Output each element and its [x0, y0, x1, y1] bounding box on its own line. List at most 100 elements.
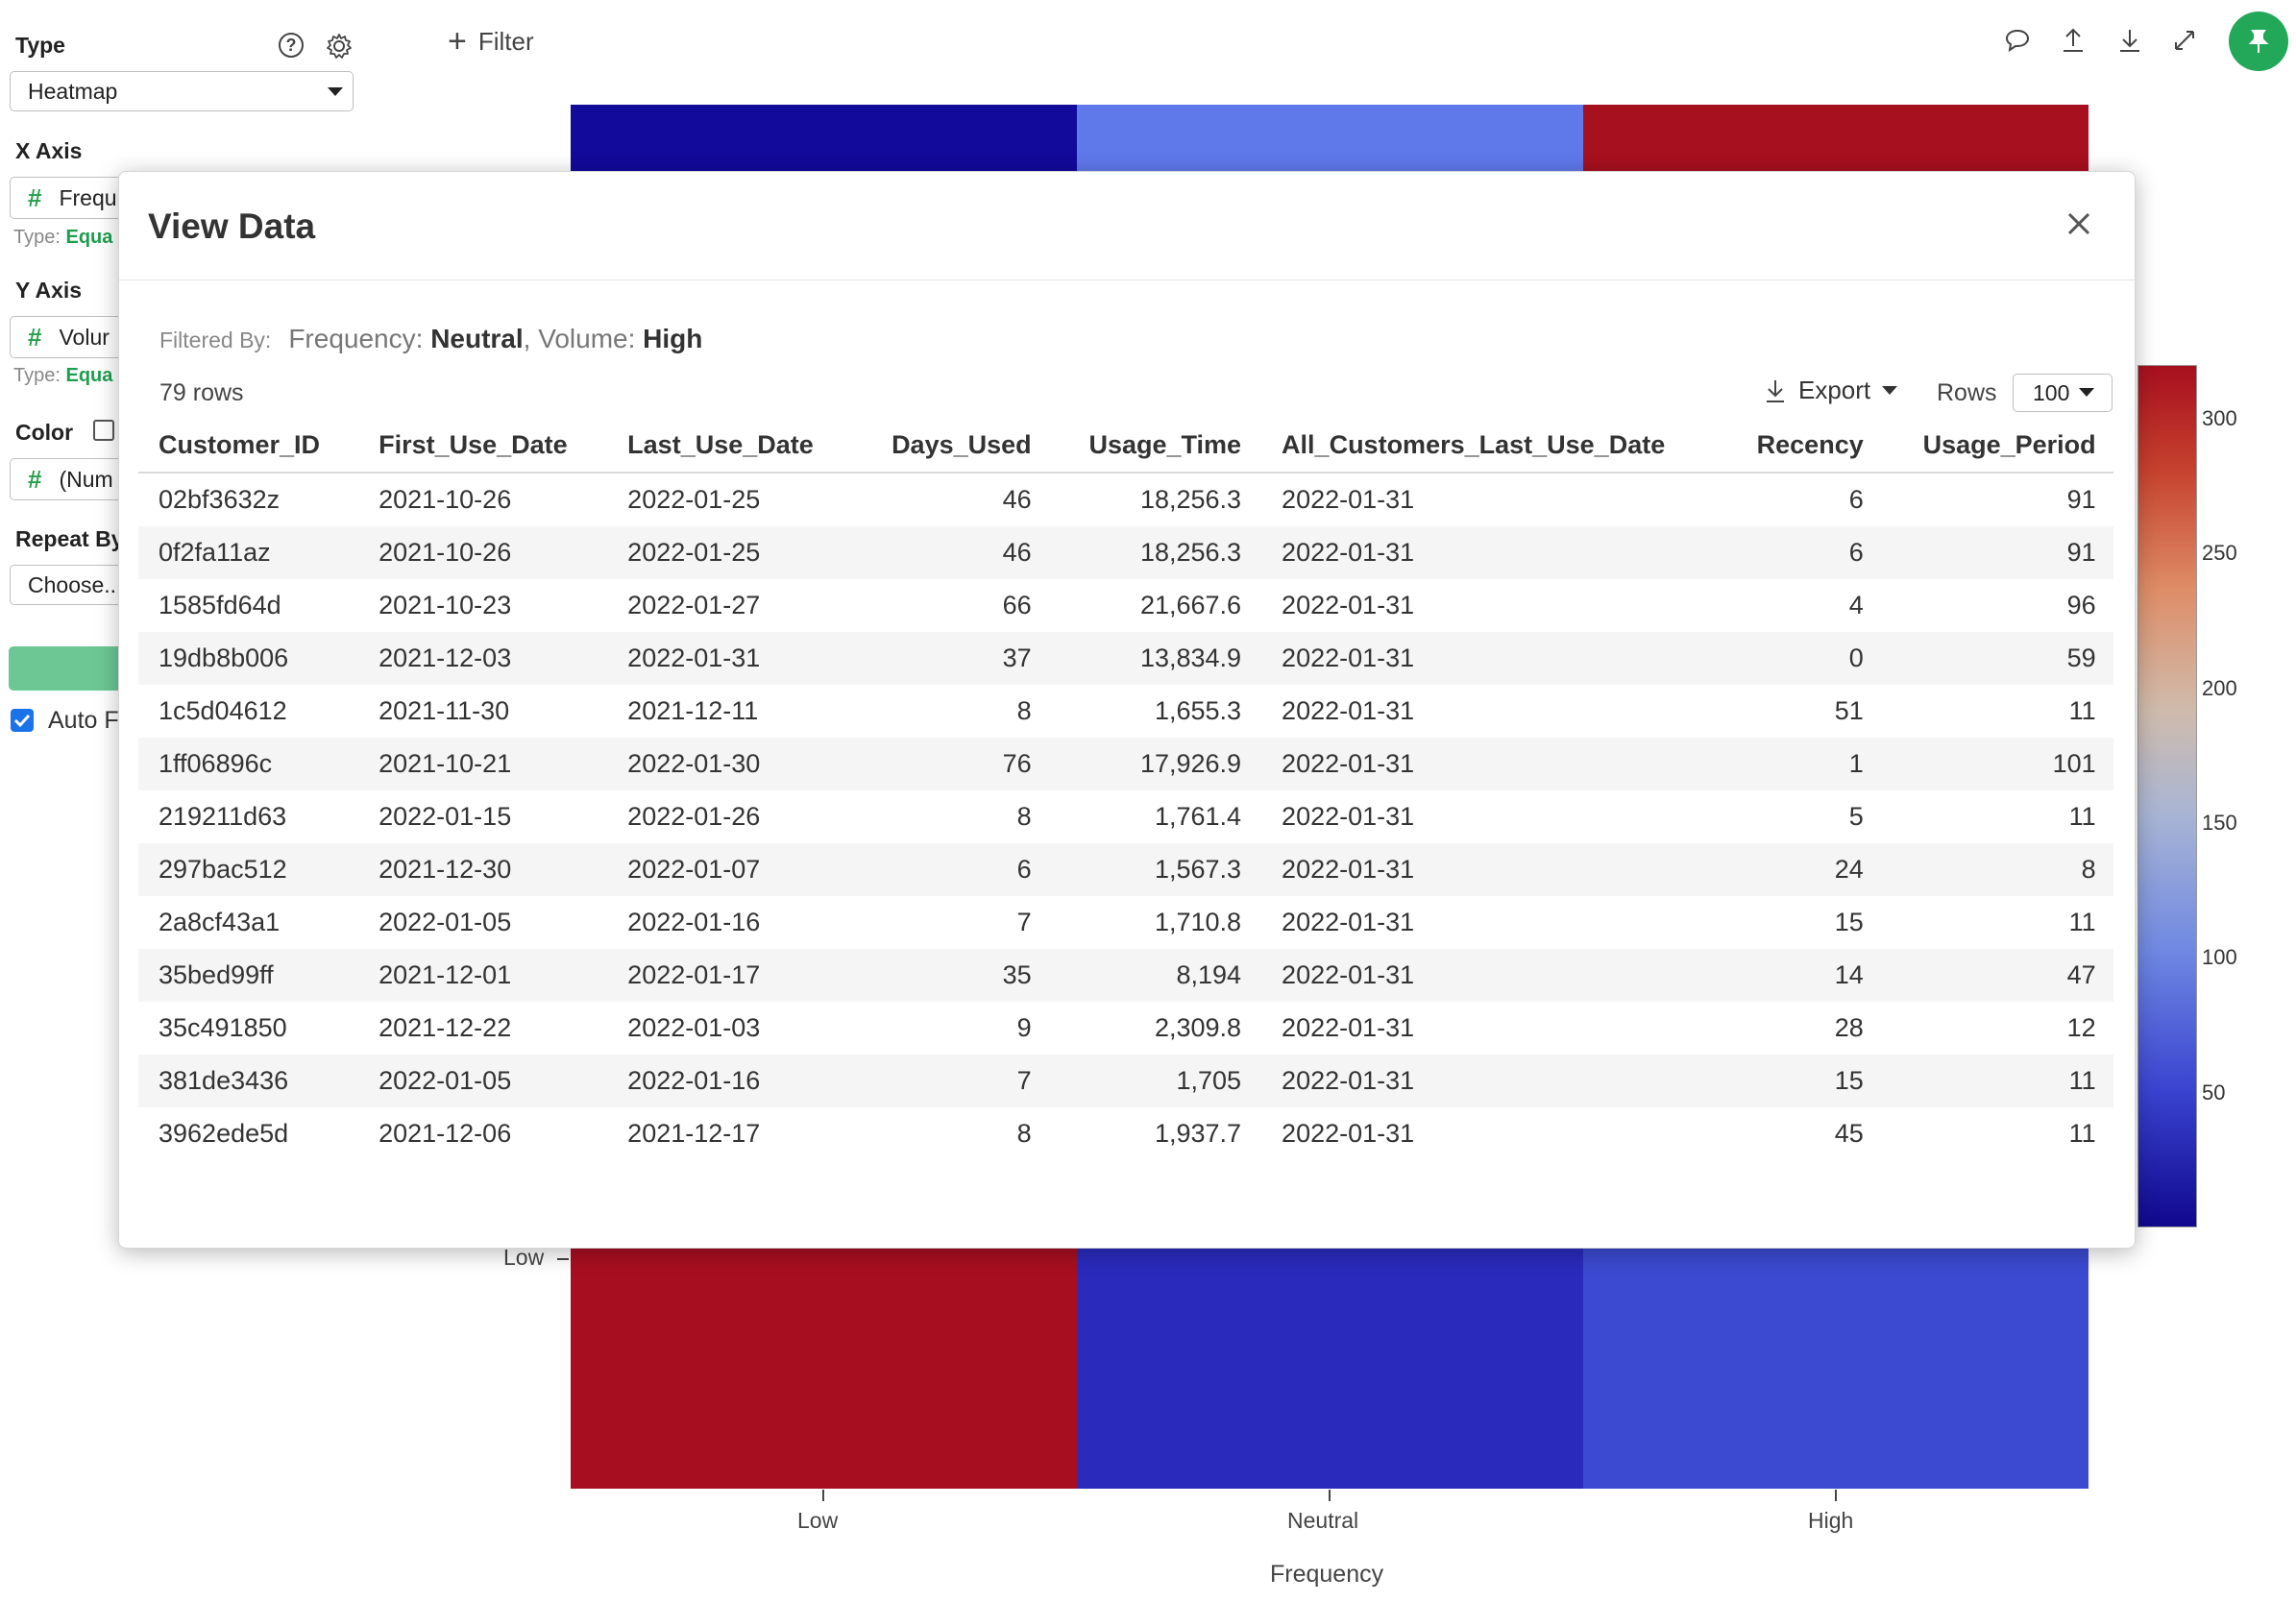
table-cell: 46	[1002, 485, 1032, 514]
table-row: 19db8b006 2021-12-03 2022-01-31 37 13,834.9 2…	[138, 632, 2113, 685]
table-cell: 2021-12-01	[358, 949, 608, 1002]
table-cell: 2021-10-26	[379, 485, 512, 514]
chart-type-select[interactable]: Heatmap	[10, 71, 354, 111]
table-cell: 12	[2066, 1013, 2096, 1042]
table-cell: 35c491850	[159, 1013, 287, 1042]
table-cell: 17,926.9	[1051, 738, 1262, 790]
table-cell: 1ff06896c	[138, 738, 359, 790]
color-scale-tick-label: 50	[2202, 1080, 2226, 1104]
table-cell: 2022-01-25	[607, 526, 857, 579]
table-cell: 59	[1883, 632, 2113, 685]
color-scale-tick-label: 150	[2202, 811, 2237, 836]
table-row: 1c5d04612 2021-11-30 2021-12-11 8 1,655.3 202…	[138, 685, 2113, 738]
expand-icon[interactable]	[2169, 25, 2200, 56]
filter-volume-value: High	[643, 324, 703, 353]
chevron-down-icon	[1882, 386, 1898, 395]
heatmap-cell[interactable]	[1077, 105, 1583, 172]
column-header[interactable]: Customer_ID	[138, 418, 359, 473]
type-label: Type	[15, 33, 65, 58]
table-body: 02bf3632z 2021-10-26 2022-01-25 46 18,256.3 2…	[138, 473, 2113, 1160]
data-table-container[interactable]: Customer_ID First_Use_Date Last_Use_Date Da…	[138, 418, 2113, 1167]
export-button[interactable]: Export	[1764, 376, 1898, 405]
column-header[interactable]: Usage_Time	[1051, 418, 1262, 473]
x-axis-field-value: Frequ	[59, 184, 117, 210]
table-row: 2a8cf43a1 2022-01-05 2022-01-16 7 1,710.8 202…	[138, 896, 2113, 949]
column-header[interactable]: Last_Use_Date	[607, 418, 857, 473]
dialog-title: View Data	[148, 206, 316, 246]
table-cell: 2a8cf43a1	[159, 908, 281, 936]
add-filter-button[interactable]: + Filter	[448, 23, 534, 61]
dialog-divider	[119, 279, 2135, 280]
heatmap-cell[interactable]	[1583, 1247, 2088, 1489]
table-cell: 2022-01-05	[358, 1055, 608, 1107]
column-header[interactable]: Days_Used	[856, 418, 1052, 473]
x-axis-type-value[interactable]: Equa	[65, 227, 113, 248]
download-icon[interactable]	[2114, 25, 2145, 56]
table-cell: 2022-01-26	[627, 802, 761, 831]
column-header[interactable]: Usage_Period	[1883, 418, 2113, 473]
y-axis-field-value: Volur	[59, 324, 110, 350]
column-header[interactable]: First_Use_Date	[358, 418, 608, 473]
comment-icon[interactable]	[2002, 25, 2033, 56]
color-label: Color	[15, 420, 74, 445]
y-axis-type[interactable]: Type: Equa	[13, 365, 112, 387]
column-header[interactable]: Recency	[1723, 418, 1884, 473]
heatmap-cell[interactable]	[1583, 105, 2088, 172]
color-field-value: (Num	[59, 466, 113, 492]
auto-checkbox[interactable]	[11, 709, 34, 732]
table-cell: 11	[2068, 802, 2096, 831]
filter-label: Filter	[477, 27, 534, 56]
x-axis-type[interactable]: Type: Equa	[13, 227, 112, 249]
x-tick-mark	[822, 1490, 824, 1501]
table-cell: 7	[1016, 908, 1032, 936]
table-cell: 2022-01-31	[1261, 949, 1724, 1002]
table-cell: 2022-01-03	[627, 1013, 761, 1042]
table-cell: 51	[1834, 696, 1864, 725]
table-cell: 28	[1834, 1013, 1864, 1042]
row-count: 79 rows	[159, 379, 244, 406]
heatmap-cell[interactable]	[571, 1247, 1077, 1489]
table-row: 35c491850 2021-12-22 2022-01-03 9 2,309.8 202…	[138, 1002, 2113, 1055]
table-cell: 1,705	[1051, 1055, 1262, 1107]
table-header-row: Customer_ID First_Use_Date Last_Use_Date Da…	[138, 418, 2113, 473]
table-cell: 91	[2066, 485, 2096, 514]
chart-type-value: Heatmap	[28, 78, 118, 104]
table-cell: 2021-11-30	[379, 696, 510, 725]
chevron-down-icon	[328, 87, 343, 96]
table-cell: 6	[856, 843, 1052, 896]
table-cell: 7	[856, 1055, 1052, 1107]
column-header[interactable]: All_Customers_Last_Use_Date	[1261, 418, 1724, 473]
y-axis-type-value[interactable]: Equa	[65, 365, 113, 386]
filtered-by-label: Filtered By:	[159, 328, 272, 352]
table-cell: 37	[856, 632, 1052, 685]
table-cell: 35	[856, 949, 1052, 1002]
upload-icon[interactable]	[2058, 25, 2088, 56]
table-cell: 11	[1883, 1055, 2113, 1107]
table-cell: 2022-01-31	[1261, 526, 1724, 579]
help-icon[interactable]: ?	[279, 33, 304, 58]
table-cell: 66	[1002, 591, 1032, 619]
heatmap-cell[interactable]	[1077, 1247, 1583, 1489]
table-cell: 2022-01-17	[607, 949, 857, 1002]
table-cell: 35bed99ff	[138, 949, 359, 1002]
table-cell: 2021-12-03	[358, 632, 608, 685]
table-cell: 2022-01-31	[1282, 802, 1415, 831]
y-axis-label: Y Axis	[15, 278, 83, 303]
repeat-by-value: Choose...	[28, 571, 123, 597]
table-cell: 2022-01-31	[1282, 696, 1415, 725]
table-cell: 9	[1016, 1013, 1032, 1042]
table-cell: 2021-12-11	[627, 696, 759, 725]
table-cell: 14	[1723, 949, 1884, 1002]
table-cell: 2022-01-31	[1261, 843, 1724, 896]
table-cell: 02bf3632z	[159, 485, 281, 514]
pin-button[interactable]	[2229, 12, 2288, 71]
table-cell: 2022-01-31	[1282, 485, 1415, 514]
color-checkbox[interactable]	[93, 420, 114, 441]
gear-icon[interactable]	[325, 32, 354, 61]
rows-per-page-select[interactable]: 100	[2013, 374, 2113, 412]
table-cell: 0f2fa11az	[138, 526, 359, 579]
close-icon[interactable]	[2062, 206, 2096, 241]
heatmap-cell[interactable]	[571, 105, 1077, 172]
repeat-by-label: Repeat By	[15, 526, 124, 551]
table-row: 381de3436 2022-01-05 2022-01-16 7 1,705 2022-…	[138, 1055, 2113, 1107]
